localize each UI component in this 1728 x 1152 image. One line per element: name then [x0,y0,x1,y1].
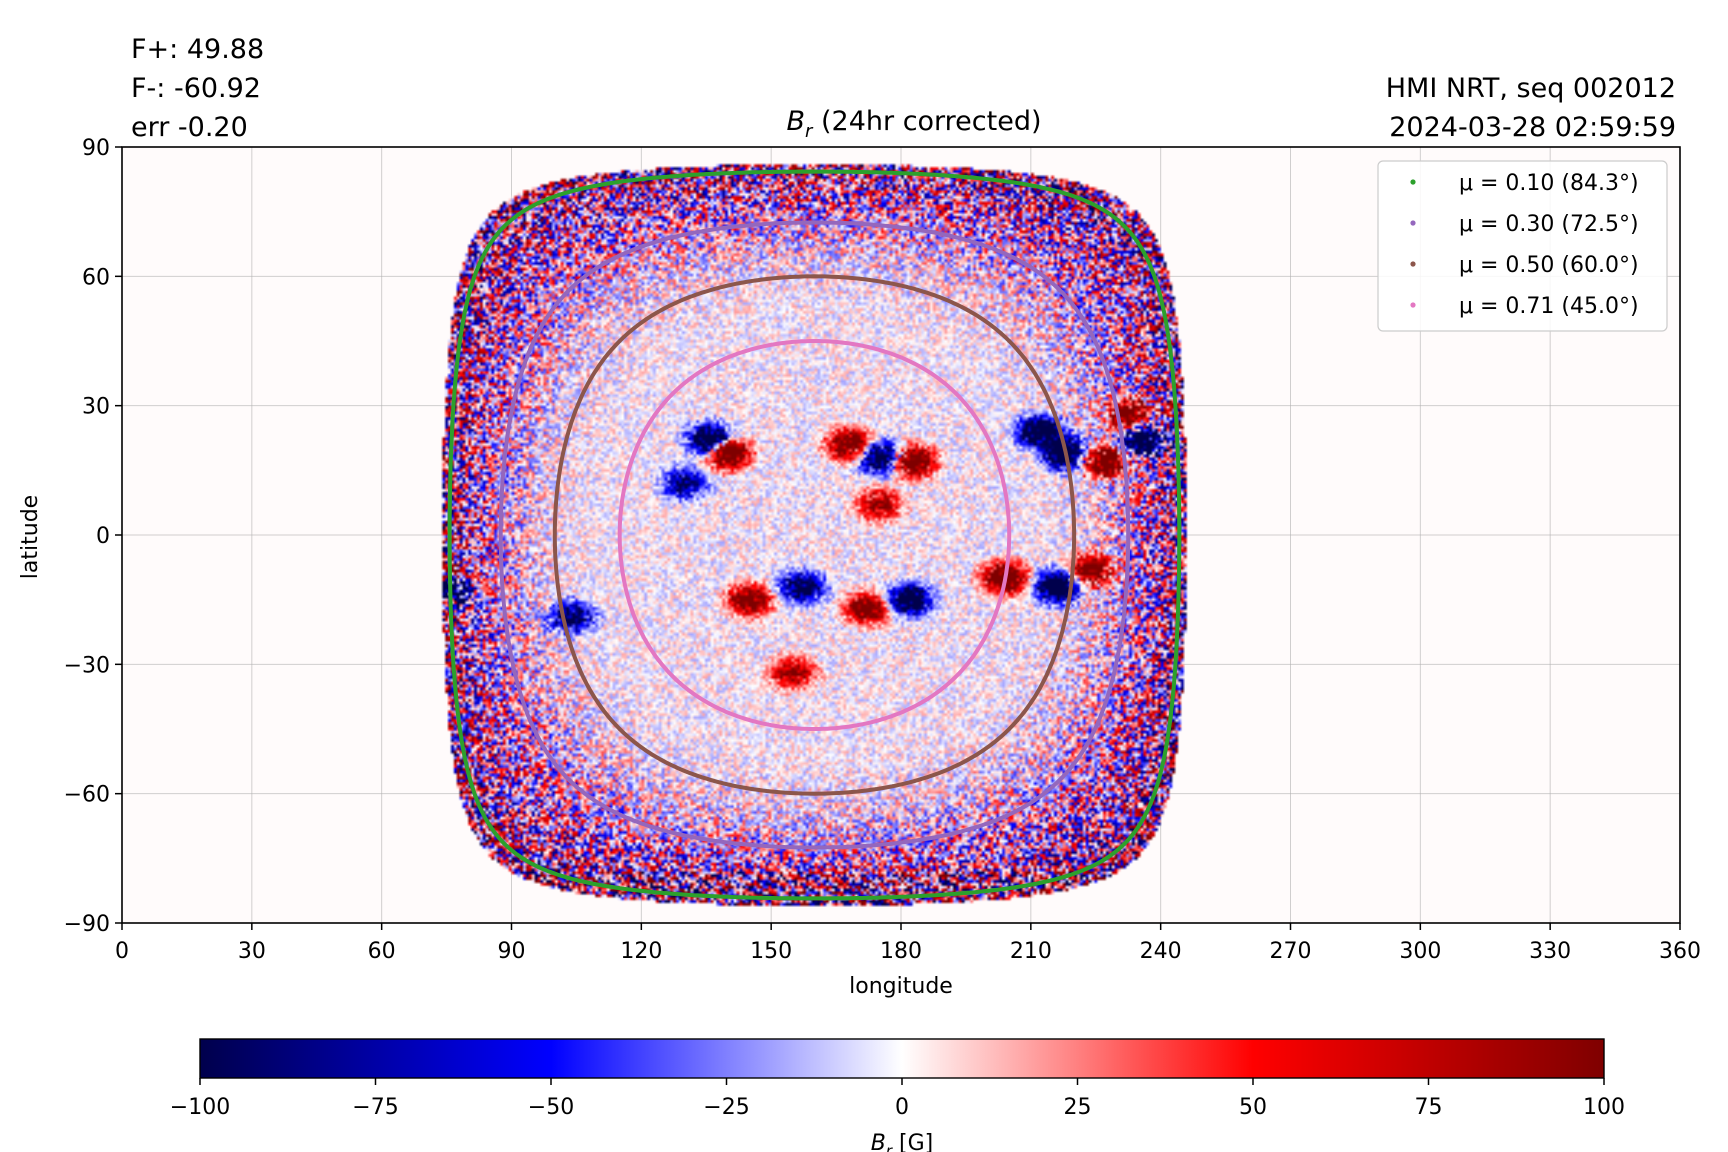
legend-label: μ = 0.71 (45.0°) [1459,294,1639,319]
y-tick-label: −30 [64,653,110,678]
legend-entry: μ = 0.10 (84.3°) [1410,171,1639,196]
colorbar: −100 −75 −50 −25 0 25 50 75 100 Br [G] [170,1038,1625,1152]
colorbar-tick-label: 25 [1064,1095,1092,1120]
y-tick-label: 60 [82,265,110,290]
x-tick-label: 300 [1399,939,1441,964]
x-axis-ticks: 0 30 60 90 120 150 180 210 240 270 300 330 360 [115,923,1701,964]
x-tick-label: 180 [880,939,922,964]
flux-positive: F+: 49.88 [131,34,265,65]
x-tick-label: 0 [115,939,129,964]
legend-marker [1410,179,1416,185]
instrument-label: HMI NRT, seq 002012 [1385,73,1676,104]
flux-info: F+: 49.88 F-: -60.92 err -0.20 [131,30,264,147]
legend-label: μ = 0.30 (72.5°) [1459,212,1639,237]
mu-contour-0-71 [617,339,1012,731]
legend-marker [1410,261,1416,267]
x-tick-label: 360 [1659,939,1701,964]
colorbar-tick-label: −75 [352,1095,398,1120]
x-axis-label: longitude [849,974,953,999]
mu-contour-0-5 [552,274,1077,796]
colorbar-tick-label: −50 [528,1095,574,1120]
x-tick-label: 120 [620,939,662,964]
y-axis-ticks: 90 60 30 0 −30 −60 −90 [64,136,122,937]
colorbar-label: Br [G] [871,1131,933,1152]
legend-marker [1410,302,1416,308]
x-tick-label: 270 [1270,939,1312,964]
legend-entry: μ = 0.30 (72.5°) [1410,212,1639,237]
legend-box [1377,160,1668,332]
x-tick-label: 240 [1140,939,1182,964]
colorbar-tick-label: 75 [1415,1095,1443,1120]
flux-negative: F-: -60.92 [131,73,261,104]
colorbar-tick-label: 0 [895,1095,909,1120]
colorbar-ticks: −100 −75 −50 −25 0 25 50 75 100 [170,1078,1625,1120]
y-tick-label: 90 [82,136,110,161]
y-axis-label: latitude [18,495,43,579]
x-tick-label: 150 [750,939,792,964]
colorbar-tick-label: 50 [1239,1095,1267,1120]
legend: μ = 0.10 (84.3°) μ = 0.30 (72.5°) μ = 0.50… [1377,160,1668,332]
x-tick-label: 330 [1529,939,1571,964]
legend-entry: μ = 0.50 (60.0°) [1410,253,1639,278]
legend-label: μ = 0.10 (84.3°) [1459,171,1639,196]
colorbar-tick-label: −25 [703,1095,749,1120]
x-tick-label: 30 [238,939,266,964]
y-tick-label: 30 [82,395,110,420]
legend-entry: μ = 0.71 (45.0°) [1410,294,1639,319]
colorbar-tick-label: −100 [170,1095,230,1120]
chart-title: Br (24hr corrected) [786,106,1041,142]
flux-error: err -0.20 [131,112,248,143]
y-tick-label: −90 [64,912,110,937]
mu-contours [447,169,1182,901]
x-tick-label: 90 [498,939,526,964]
x-tick-label: 60 [368,939,396,964]
y-tick-label: −60 [64,783,110,808]
legend-marker [1410,220,1416,226]
mu-contour-0-3 [498,220,1131,850]
x-tick-label: 210 [1010,939,1052,964]
legend-label: μ = 0.50 (60.0°) [1459,253,1639,278]
observation-info: HMI NRT, seq 002012 2024-03-28 02:59:59 [1386,69,1676,147]
colorbar-tick-label: 100 [1583,1095,1625,1120]
timestamp-label: 2024-03-28 02:59:59 [1389,112,1676,143]
colorbar-gradient [199,1038,1605,1079]
y-tick-label: 0 [96,524,110,549]
mu-contour-0-1 [447,169,1182,901]
